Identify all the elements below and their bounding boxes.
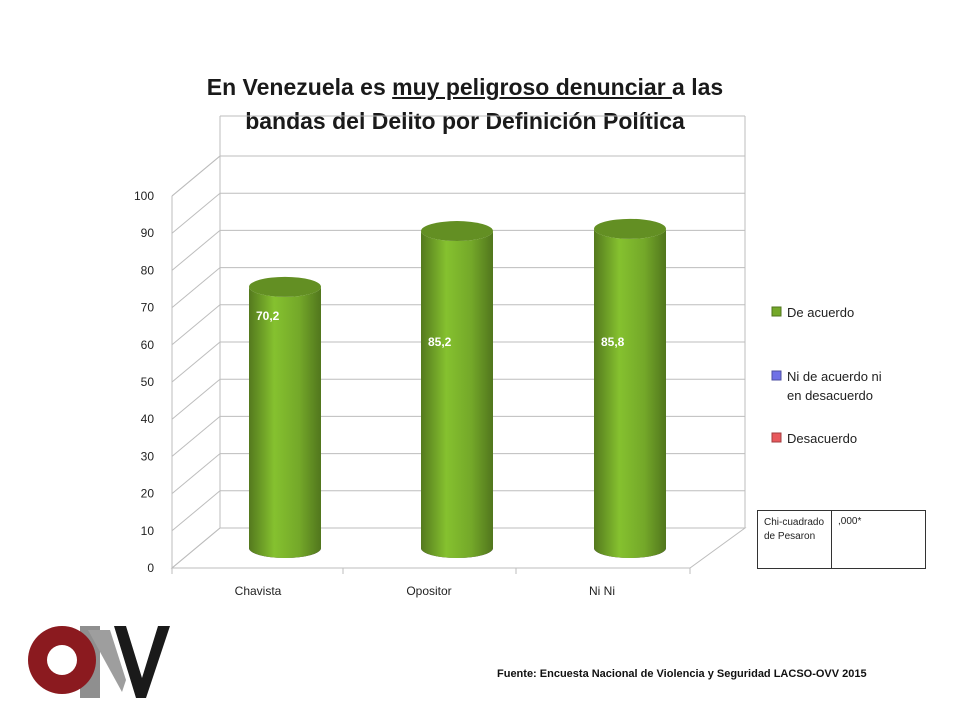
gridline-side: [171, 416, 221, 457]
bar-cap: [594, 218, 666, 239]
legend-label: De acuerdo: [787, 305, 854, 320]
gridline-side: [171, 230, 221, 271]
y-tick-label: 70: [141, 301, 155, 315]
legend-swatch: [771, 432, 782, 443]
stats-table: Chi-cuadrado de Pesaron ,000*: [757, 510, 926, 569]
logo-v1: [88, 630, 126, 692]
bar-de-acuerdo: [594, 228, 666, 558]
y-tick-label: 90: [141, 226, 155, 240]
y-tick-label: 80: [141, 263, 155, 277]
legend-label: Desacuerdo: [787, 431, 857, 446]
logo-w: [114, 626, 170, 698]
y-tick-label: 50: [141, 375, 155, 389]
y-tick-label: 100: [134, 189, 154, 203]
legend-label: en desacuerdo: [787, 388, 873, 403]
gridline-side: [171, 453, 221, 494]
chart-title: En Venezuela es muy peligroso denunciar …: [206, 74, 724, 134]
gridline-side: [171, 267, 221, 308]
stats-value: ,000*: [838, 516, 862, 527]
y-tick-label: 0: [147, 561, 154, 575]
bar-cap: [249, 276, 321, 297]
bar-de-acuerdo: [249, 286, 321, 558]
legend-swatch: [771, 370, 782, 381]
gridline-side: [171, 192, 221, 234]
bar-cap: [421, 221, 493, 242]
source-note: Fuente: Encuesta Nacional de Violencia y…: [497, 668, 867, 680]
data-label: 70,2: [256, 309, 280, 323]
gridline-side: [171, 341, 221, 383]
bar-de-acuerdo: [421, 231, 493, 558]
gridline-side: [171, 378, 221, 420]
data-label: 85,8: [601, 335, 625, 349]
x-tick-label: Ni Ni: [589, 584, 615, 598]
x-tick-label: Chavista: [235, 584, 282, 598]
y-tick-label: 40: [141, 412, 155, 426]
gridline-side: [171, 304, 221, 346]
logo-o-hole: [47, 645, 77, 675]
y-tick-label: 10: [141, 524, 155, 538]
y-tick-label: 30: [141, 449, 155, 463]
floor: [170, 527, 747, 569]
left-wall-top: [171, 155, 221, 197]
stats-label: Chi-cuadrado de Pesaron: [758, 511, 832, 568]
legend-swatch: [771, 306, 782, 317]
ovv-logo: [28, 626, 170, 698]
y-tick-label: 20: [141, 487, 155, 501]
legend-label: Ni de acuerdo ni: [787, 369, 882, 384]
gridline-side: [171, 490, 221, 532]
y-tick-label: 60: [141, 338, 155, 352]
x-tick-label: Opositor: [406, 584, 451, 598]
data-label: 85,2: [428, 335, 452, 349]
